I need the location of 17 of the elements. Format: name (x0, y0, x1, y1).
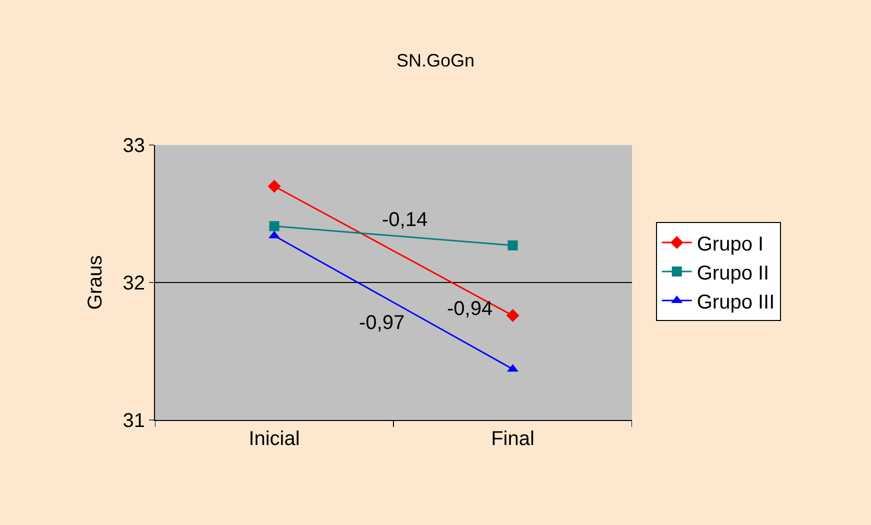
point (269, 221, 280, 232)
annotation: -0,97 (359, 312, 405, 334)
y-axis-title: Graus (84, 255, 106, 310)
y-tick-label: 31 (122, 410, 145, 432)
legend-label: Grupo II (696, 262, 770, 284)
legend-label: Grupo III (696, 291, 775, 314)
annotation: -0,14 (382, 209, 428, 231)
legend-label: Grupo I (696, 233, 764, 256)
point (508, 240, 518, 250)
annotation: -0,94 (447, 298, 493, 320)
point (268, 180, 281, 193)
x-tick-label: Inicial (248, 428, 300, 450)
chart-title: SN.GoGn (396, 50, 475, 71)
y-tick-label: 33 (122, 135, 145, 157)
y-tick-label: 32 (122, 272, 145, 294)
point (506, 309, 520, 322)
x-tick-label: Final (491, 428, 534, 450)
